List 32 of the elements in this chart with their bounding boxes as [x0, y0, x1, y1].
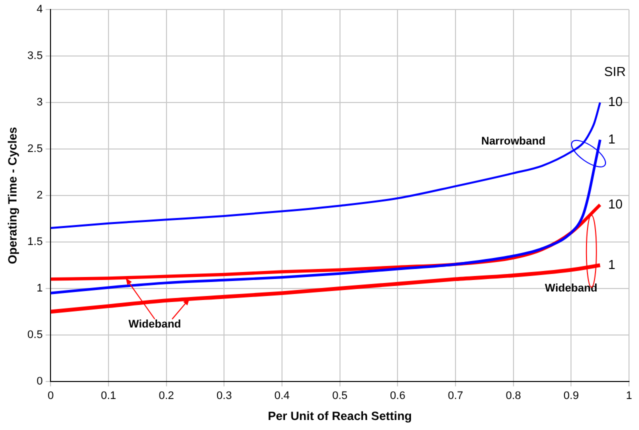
line-series	[50, 263, 602, 314]
x-tick-label: 0.3	[216, 390, 232, 402]
series-label: 10	[608, 196, 623, 212]
annotation: Wideband	[128, 318, 182, 331]
x-tick-label: 0.4	[274, 390, 290, 402]
series-label: 1	[608, 256, 616, 272]
y-tick-label: 3.5	[27, 50, 43, 62]
y-tick-label: 4	[36, 4, 43, 16]
y-tick-label: 2.5	[27, 143, 43, 156]
x-tick-label: 0.8	[506, 390, 521, 402]
x-tick-label: 0.5	[332, 390, 348, 402]
y-axis-title: Operating Time - Cycles	[6, 126, 20, 264]
x-tick-label: 0	[48, 390, 54, 402]
y-tick-label: 2	[36, 190, 43, 202]
x-tick-label: 0.9	[564, 390, 579, 402]
x-tick-label: 0.7	[448, 390, 464, 402]
x-axis-title: Per Unit of Reach Setting	[268, 409, 412, 424]
y-tick-label: 0	[36, 375, 43, 388]
legend-title: SIR	[604, 64, 626, 80]
series-label: 1	[608, 131, 616, 146]
x-tick-label: 0.1	[100, 390, 116, 402]
x-tick-label: 0.2	[158, 390, 174, 402]
y-tick-label: 0.5	[27, 328, 43, 341]
annotation: Narrowband	[481, 136, 546, 148]
y-tick-label: 3	[36, 96, 43, 109]
line-series	[50, 102, 602, 230]
annotation: Wideband	[544, 282, 598, 294]
series-label: 10	[608, 94, 623, 110]
y-tick-label: 1.5	[27, 236, 43, 248]
x-tick-label: 1	[626, 390, 632, 402]
x-tick-label: 0.6	[390, 390, 406, 402]
y-tick-label: 1	[36, 282, 43, 294]
